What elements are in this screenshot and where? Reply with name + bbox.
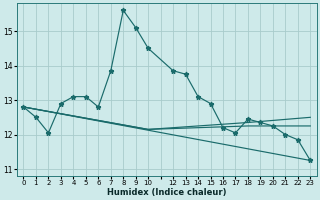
X-axis label: Humidex (Indice chaleur): Humidex (Indice chaleur) [107, 188, 227, 197]
